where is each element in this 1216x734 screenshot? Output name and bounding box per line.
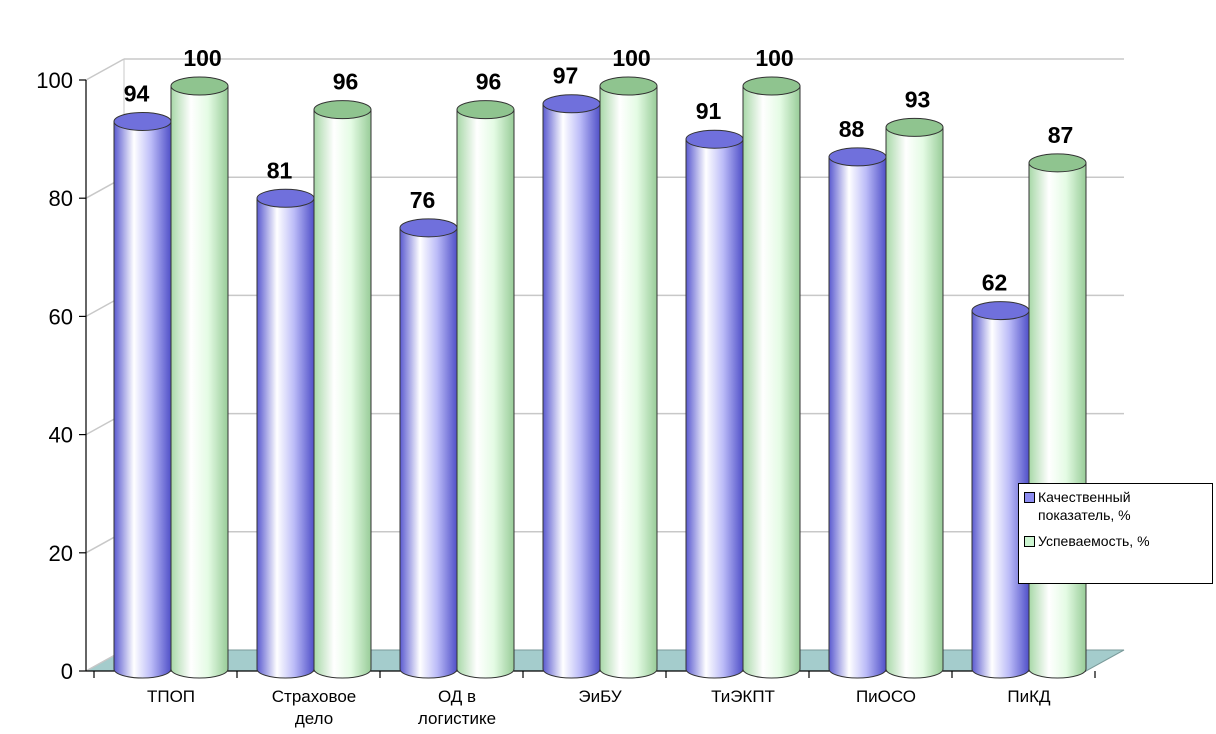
bar-top: [742, 76, 801, 96]
bar-progress: [170, 76, 229, 679]
bar-progress: [599, 76, 658, 679]
bar-body: [313, 109, 372, 679]
bar-body: [971, 310, 1030, 679]
x-tick-label: ОД в: [438, 687, 476, 706]
data-label: 93: [905, 86, 931, 112]
x-tick-label: логистике: [418, 709, 496, 728]
x-tick-label: ПиКД: [1007, 687, 1051, 706]
y-tick-label: 60: [49, 304, 73, 329]
bar-top: [828, 147, 887, 167]
data-label: 62: [982, 270, 1008, 296]
data-label: 100: [183, 45, 221, 71]
y-tick-label: 0: [61, 659, 73, 684]
bar-quality: [685, 129, 744, 679]
data-label: 88: [839, 116, 865, 142]
bar-body: [542, 103, 601, 679]
bar-quality: [828, 147, 887, 679]
bar-top: [542, 94, 601, 114]
bar-body: [1028, 162, 1087, 679]
data-label: 81: [267, 157, 293, 183]
x-tick-label: ПиОСО: [856, 687, 916, 706]
y-tick-label: 100: [36, 68, 73, 93]
bar-top: [170, 76, 229, 96]
gridline-diagonal: [85, 58, 125, 81]
legend-label: Качественный показатель, %: [1038, 489, 1131, 523]
labels: 0 20 40 60 80 100 ТПОП Страховое дело ОД в логисти…: [36, 45, 1073, 728]
bar-body: [885, 126, 944, 679]
bar-progress: [742, 76, 801, 679]
data-label: 94: [124, 80, 150, 106]
data-label: 100: [755, 45, 793, 71]
data-label: 100: [612, 45, 650, 71]
bar-progress: [885, 117, 944, 679]
x-tick-label: ТиЭКПТ: [711, 687, 775, 706]
data-label: 96: [333, 69, 359, 95]
bar-body: [170, 85, 229, 679]
bar-body: [399, 227, 458, 679]
bar-body: [685, 138, 744, 679]
bar-progress: [313, 100, 372, 679]
bar-top: [256, 188, 315, 208]
y-tick-label: 20: [49, 541, 73, 566]
bar-top: [313, 100, 372, 120]
bar-quality: [113, 111, 172, 679]
bar-body: [828, 156, 887, 679]
bar-top: [685, 129, 744, 149]
bar-top: [1028, 153, 1087, 173]
bar-top: [599, 76, 658, 96]
legend-item: Качественный показатель, %: [1024, 488, 1206, 524]
legend-swatch: [1024, 492, 1035, 503]
bar-top: [399, 218, 458, 238]
bar-body: [456, 109, 515, 679]
data-label: 96: [476, 69, 502, 95]
x-tick-label: ЭиБУ: [578, 687, 621, 706]
bar-top: [971, 301, 1030, 321]
bar-progress: [1028, 153, 1087, 679]
bar-body: [113, 120, 172, 679]
y-tick-label: 80: [49, 186, 73, 211]
bar-top: [456, 100, 515, 120]
bar-quality: [971, 301, 1030, 679]
x-tick-label: Страховое: [272, 687, 357, 706]
bar-body: [256, 197, 315, 679]
x-tick-label: ТПОП: [147, 687, 195, 706]
y-tick-label: 40: [49, 423, 73, 448]
bar-progress: [456, 100, 515, 679]
bar-quality: [542, 94, 601, 679]
data-label: 91: [696, 98, 722, 124]
x-tick-label: дело: [295, 709, 333, 728]
data-label: 87: [1048, 122, 1074, 148]
bar-top: [885, 117, 944, 137]
legend-swatch: [1024, 536, 1035, 547]
bar-body: [742, 85, 801, 679]
legend-label: Успеваемость, %: [1038, 533, 1150, 549]
bar-quality: [256, 188, 315, 679]
bars: [113, 76, 1087, 679]
bar-quality: [399, 218, 458, 679]
bar-top: [113, 111, 172, 131]
data-label: 76: [410, 187, 436, 213]
legend-item: Успеваемость, %: [1024, 532, 1206, 550]
legend: Качественный показатель, % Успеваемость, %: [1018, 483, 1213, 584]
data-label: 97: [553, 63, 579, 89]
bar-body: [599, 85, 658, 679]
